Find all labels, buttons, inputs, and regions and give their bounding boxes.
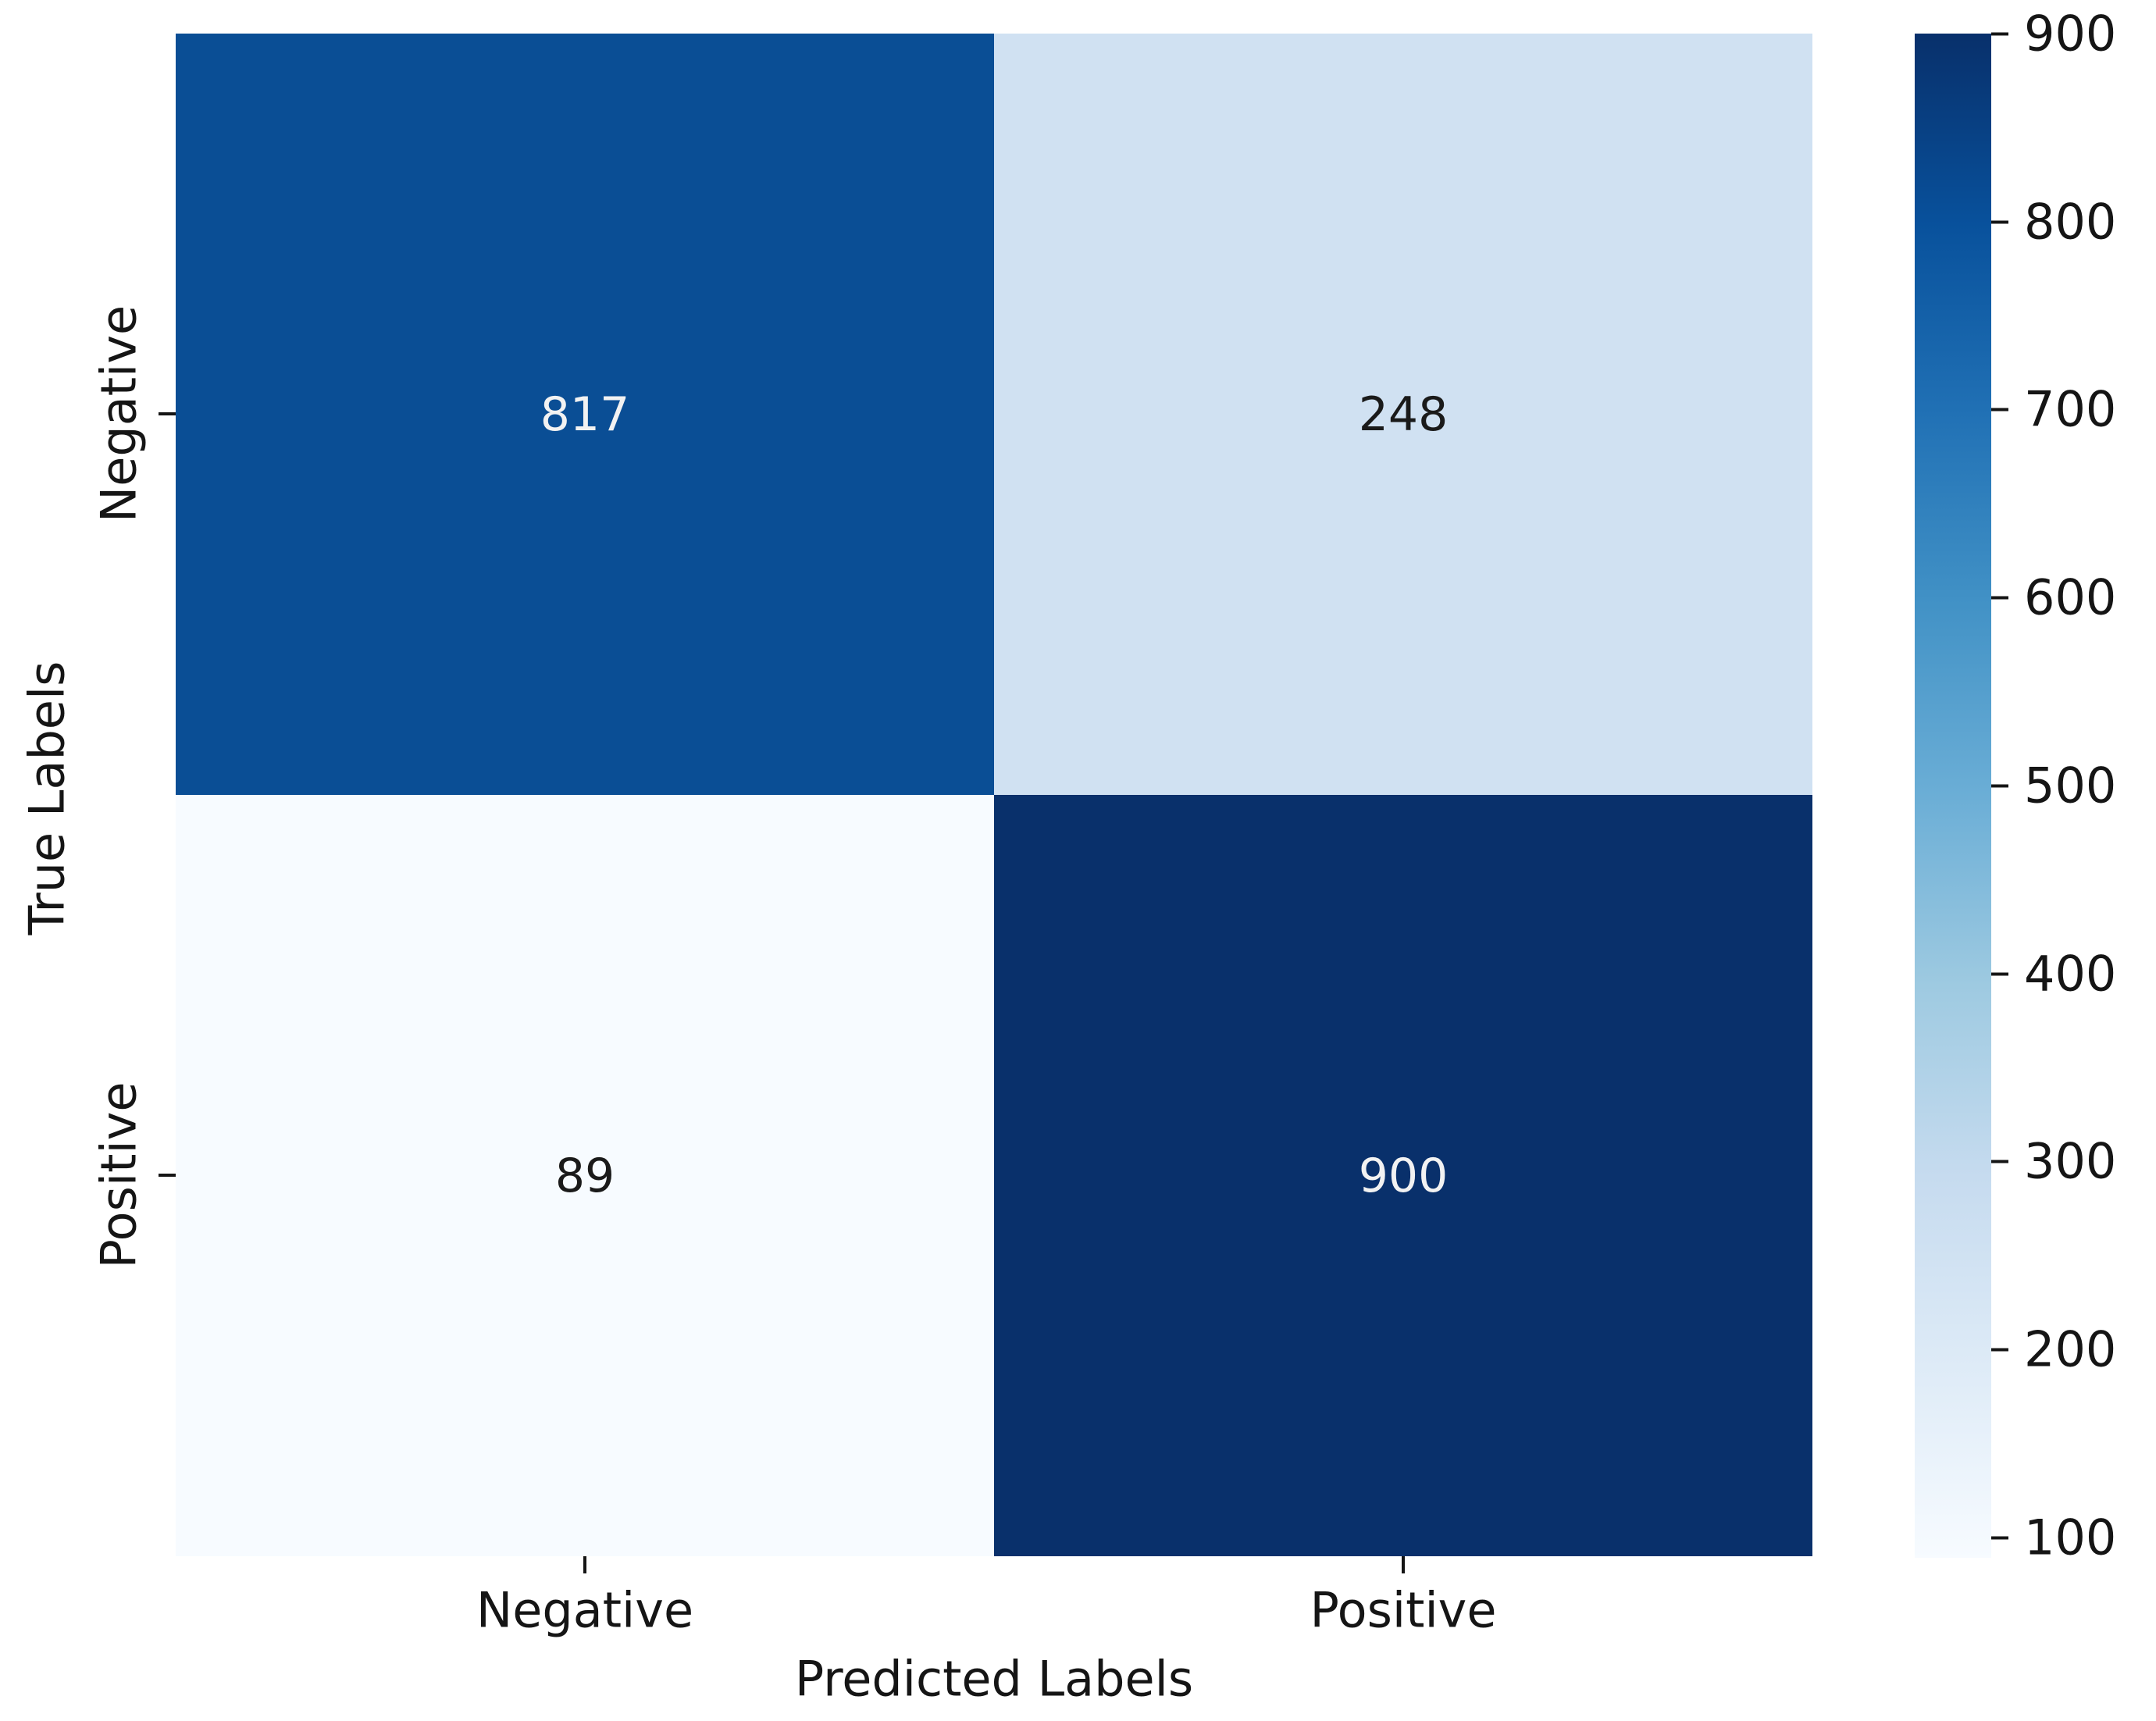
colorbar-tick-label: 100 [2024,1509,2117,1566]
colorbar-tick-label: 400 [2024,945,2117,1003]
colorbar-tick-label: 800 [2024,193,2117,251]
colorbar-tick-mark [1991,32,2008,35]
colorbar-tick-mark [1991,1160,2008,1163]
heatmap-cell-true-negative-pred-positive: 248 [994,34,1812,795]
x-tick-mark-negative [583,1556,586,1573]
x-tick-label-positive: Positive [1310,1581,1497,1639]
heatmap-cell-true-negative-pred-negative: 817 [176,34,994,795]
cell-value: 817 [540,387,630,442]
cell-value: 89 [554,1148,615,1203]
colorbar-gradient [1915,34,1991,1558]
y-tick-label-negative: Negative [90,305,148,523]
colorbar-tick-mark [1991,972,2008,975]
heatmap-cell-true-positive-pred-negative: 89 [176,795,994,1556]
colorbar-tick-mark [1991,408,2008,411]
colorbar-tick-500: 500 [1991,757,2116,814]
colorbar-tick-label: 700 [2024,380,2117,438]
y-tick-mark-positive [159,1174,176,1177]
colorbar-tick-label: 900 [2024,5,2117,62]
cell-value: 900 [1358,1148,1449,1203]
colorbar-tick-mark [1991,1348,2008,1351]
cell-value: 248 [1358,387,1449,442]
colorbar-tick-label: 500 [2024,757,2117,814]
x-tick-mark-positive [1402,1556,1405,1573]
colorbar-tick-label: 600 [2024,568,2117,626]
x-axis-title: Predicted Labels [794,1650,1194,1708]
heatmap-grid: 817 248 89 900 [176,34,1812,1556]
colorbar-tick-800: 800 [1991,194,2116,251]
colorbar-tick-label: 200 [2024,1320,2117,1378]
colorbar-tick-100: 100 [1991,1509,2116,1566]
y-tick-mark-negative [159,412,176,415]
colorbar-tick-400: 400 [1991,946,2116,1003]
colorbar-tick-mark [1991,784,2008,787]
colorbar-tick-mark [1991,596,2008,599]
colorbar-tick-200: 200 [1991,1321,2116,1378]
y-axis-title: True Labels [18,661,76,935]
colorbar-tick-700: 700 [1991,381,2116,438]
x-tick-label-negative: Negative [476,1581,694,1639]
heatmap-cell-true-positive-pred-positive: 900 [994,795,1812,1556]
colorbar-tick-300: 300 [1991,1133,2116,1190]
colorbar-tick-mark [1991,220,2008,223]
colorbar-tick-900: 900 [1991,5,2116,62]
colorbar-tick-label: 300 [2024,1132,2117,1190]
colorbar-tick-mark [1991,1536,2008,1539]
colorbar-tick-600: 600 [1991,569,2116,626]
y-tick-label-positive: Positive [90,1081,148,1269]
